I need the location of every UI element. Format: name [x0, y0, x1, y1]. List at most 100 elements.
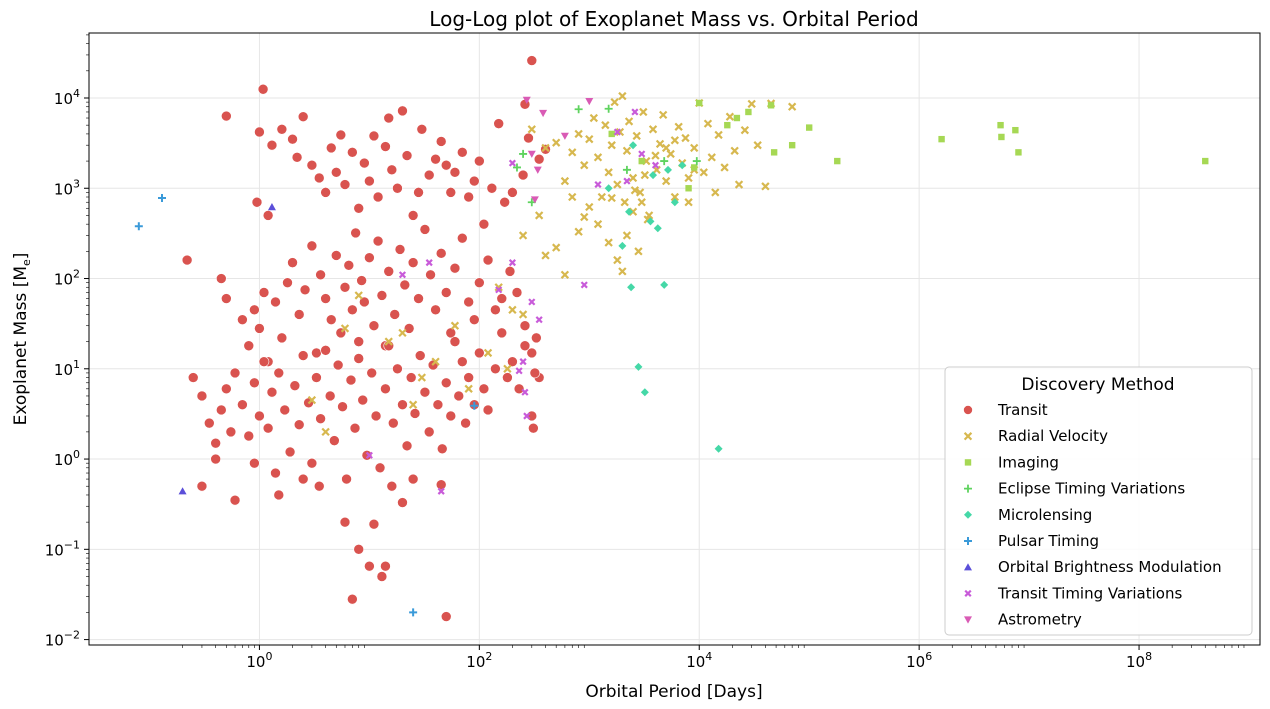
x-tick-label: 102: [466, 650, 492, 671]
data-point: [254, 323, 265, 334]
data-point: [347, 147, 358, 158]
data-point: [512, 163, 521, 172]
data-point: [631, 108, 639, 116]
legend-marker: [963, 405, 973, 415]
data-point: [432, 399, 444, 411]
data-point: [539, 109, 548, 118]
data-point: [178, 487, 187, 495]
data-point: [257, 83, 269, 95]
data-point: [196, 390, 208, 402]
y-tick-base: 10: [45, 541, 64, 559]
data-point: [419, 224, 431, 235]
data-point: [407, 210, 419, 221]
data-point: [624, 117, 634, 126]
data-point: [368, 130, 380, 142]
x-tick-base: 10: [686, 653, 705, 671]
data-point: [519, 320, 531, 332]
y-tick-label: 103: [54, 177, 80, 198]
y-tick-base: 10: [54, 271, 73, 289]
data-point: [589, 113, 599, 123]
data-point: [407, 473, 419, 485]
legend-marker: [963, 432, 973, 441]
data-point: [258, 356, 270, 367]
data-point: [541, 143, 550, 153]
legend-label: Transit Timing Variations: [997, 584, 1182, 602]
data-point: [383, 112, 395, 124]
plot-frame: [88, 32, 1261, 646]
data-point: [649, 171, 658, 180]
data-point: [463, 191, 474, 203]
data-point: [648, 125, 658, 134]
data-point: [499, 196, 510, 208]
data-point: [237, 399, 248, 411]
data-point: [529, 367, 541, 379]
data-point: [196, 480, 208, 492]
data-point: [440, 377, 452, 389]
data-point: [482, 254, 494, 266]
data-point: [215, 273, 227, 284]
data-point: [521, 388, 529, 396]
data-point: [425, 259, 433, 267]
data-point: [210, 453, 221, 465]
data-point: [339, 281, 351, 293]
data-point: [511, 287, 523, 298]
data-point: [615, 127, 625, 137]
data-point: [651, 161, 660, 169]
data-point: [347, 304, 358, 316]
data-point: [417, 373, 427, 382]
data-point: [341, 473, 352, 485]
data-point: [430, 153, 441, 165]
data-point: [299, 284, 311, 296]
data-point: [714, 130, 723, 140]
data-point: [270, 296, 281, 308]
data-point: [437, 487, 445, 495]
data-point: [449, 262, 461, 274]
data-point: [394, 244, 406, 255]
data-point: [670, 198, 679, 207]
data-point: [306, 240, 318, 252]
data-point: [618, 91, 627, 101]
data-point: [574, 105, 583, 114]
data-point: [392, 182, 403, 194]
data-point: [306, 457, 318, 469]
data-point: [397, 399, 408, 411]
y-tick-label: 10−2: [45, 629, 80, 650]
data-point: [608, 130, 615, 138]
data-point: [353, 353, 365, 364]
data-point: [435, 136, 447, 147]
data-point: [372, 191, 384, 203]
y-tick-exponent: 3: [73, 177, 80, 190]
data-point: [517, 169, 529, 181]
data-point: [528, 422, 539, 434]
data-point: [490, 363, 501, 375]
data-point: [405, 372, 417, 383]
data-point: [258, 287, 270, 298]
series-transit: [181, 55, 551, 622]
data-point: [254, 126, 265, 138]
data-point: [413, 293, 424, 304]
data-point: [366, 367, 378, 379]
data-point: [445, 327, 457, 339]
data-point: [320, 345, 331, 356]
data-point: [414, 350, 426, 361]
x-tick-base: 10: [466, 653, 485, 671]
data-point: [423, 169, 435, 181]
data-point: [374, 462, 386, 474]
data-point: [401, 440, 413, 452]
data-point: [249, 377, 260, 389]
data-point: [463, 372, 474, 383]
data-point: [494, 283, 503, 292]
data-point: [392, 363, 403, 375]
data-point: [574, 129, 583, 139]
data-point: [495, 286, 503, 294]
data-point: [210, 437, 221, 449]
data-point: [703, 119, 713, 128]
data-point: [670, 136, 680, 145]
data-point: [350, 227, 361, 239]
x-tick-base: 10: [906, 653, 925, 671]
data-point: [276, 332, 288, 344]
data-point: [541, 251, 550, 260]
data-point: [380, 141, 391, 152]
data-point: [423, 426, 435, 438]
series-imaging: [608, 99, 1209, 192]
